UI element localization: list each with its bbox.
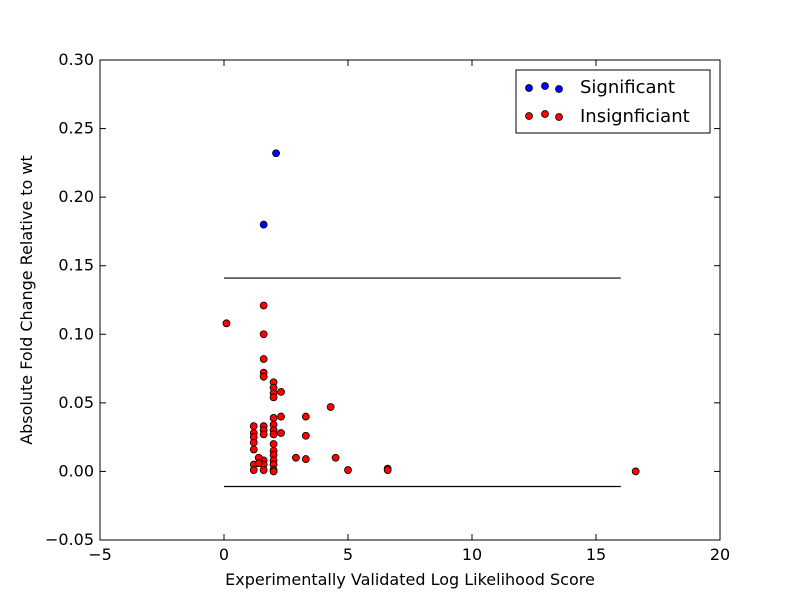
point-insignificant-9 — [269, 393, 278, 402]
plot-area — [100, 60, 720, 540]
point-insignificant-29 — [269, 430, 278, 439]
point-insignificant-40 — [301, 412, 310, 421]
data-points — [222, 149, 640, 476]
legend-box — [515, 69, 711, 134]
y-tick-label: 0.25 — [58, 119, 94, 138]
point-insignificant-2 — [259, 330, 268, 339]
x-tick-label: 5 — [343, 545, 353, 564]
plot-frame — [99, 59, 721, 541]
x-tick-label: 15 — [586, 545, 606, 564]
x-tick-label: 0 — [219, 545, 229, 564]
legend-marker-significant — [541, 82, 549, 90]
legend-label-significant: Significant — [580, 77, 675, 98]
point-insignificant-3 — [259, 355, 268, 363]
x-tick-label: −5 — [88, 545, 112, 564]
x-tick-label: 10 — [462, 545, 482, 564]
point-insignificant-36 — [269, 467, 278, 476]
point-insignificant-15 — [249, 445, 258, 454]
x-axis-label: Experimentally Validated Log Likelihood … — [225, 570, 595, 589]
legend-markers — [525, 82, 563, 121]
point-insignificant-0 — [222, 319, 231, 328]
point-insignificant-23 — [259, 466, 268, 474]
legend-marker-insignificant — [555, 113, 563, 121]
legend-marker-insignificant — [541, 110, 549, 118]
point-insignificant-44 — [331, 453, 340, 462]
point-insignificant-10 — [277, 387, 285, 396]
y-axis-label: Absolute Fold Change Relative to wt — [17, 155, 36, 445]
legend-marker-significant — [555, 85, 563, 93]
point-insignificant-37 — [277, 412, 285, 421]
point-insignificant-20 — [259, 430, 268, 439]
point-significant-0 — [272, 149, 280, 158]
point-insignificant-48 — [631, 467, 640, 476]
threshold-lines — [224, 277, 621, 488]
legend-marker-significant — [525, 84, 533, 92]
y-tick-label: 0.05 — [58, 393, 94, 412]
point-insignificant-39 — [292, 453, 300, 462]
y-tick-label: 0.30 — [58, 50, 94, 69]
point-insignificant-5 — [259, 372, 268, 381]
y-tick-label: 0.10 — [58, 324, 94, 343]
legend-label-insignificant: Insignficiant — [580, 106, 690, 127]
y-tick-label: 0.00 — [58, 461, 94, 480]
point-insignificant-17 — [249, 466, 258, 474]
y-tick-label: 0.15 — [58, 256, 94, 275]
x-axis-ticks: −5 0 5 10 15 20 — [88, 60, 730, 564]
legend: Significant Insignficiant — [515, 69, 711, 134]
point-insignificant-41 — [301, 431, 310, 440]
x-tick-label: 20 — [710, 545, 730, 564]
y-tick-label: −0.05 — [45, 530, 94, 549]
legend-marker-insignificant — [525, 112, 533, 120]
point-insignificant-1 — [259, 301, 268, 310]
point-significant-1 — [259, 220, 268, 229]
point-insignificant-25 — [254, 459, 263, 468]
y-tick-label: 0.20 — [58, 187, 94, 206]
point-insignificant-47 — [383, 466, 392, 474]
point-insignificant-26 — [269, 414, 278, 422]
point-insignificant-45 — [344, 466, 352, 474]
point-insignificant-42 — [301, 455, 310, 463]
point-insignificant-38 — [277, 429, 285, 437]
point-insignificant-43 — [326, 403, 335, 411]
point-insignificant-30 — [269, 440, 278, 448]
point-insignificant-11 — [249, 422, 258, 431]
point-insignificant-14 — [249, 438, 258, 447]
y-axis-ticks: −0.05 0.00 0.05 0.10 0.15 0.20 0.25 0.30 — [45, 50, 720, 549]
